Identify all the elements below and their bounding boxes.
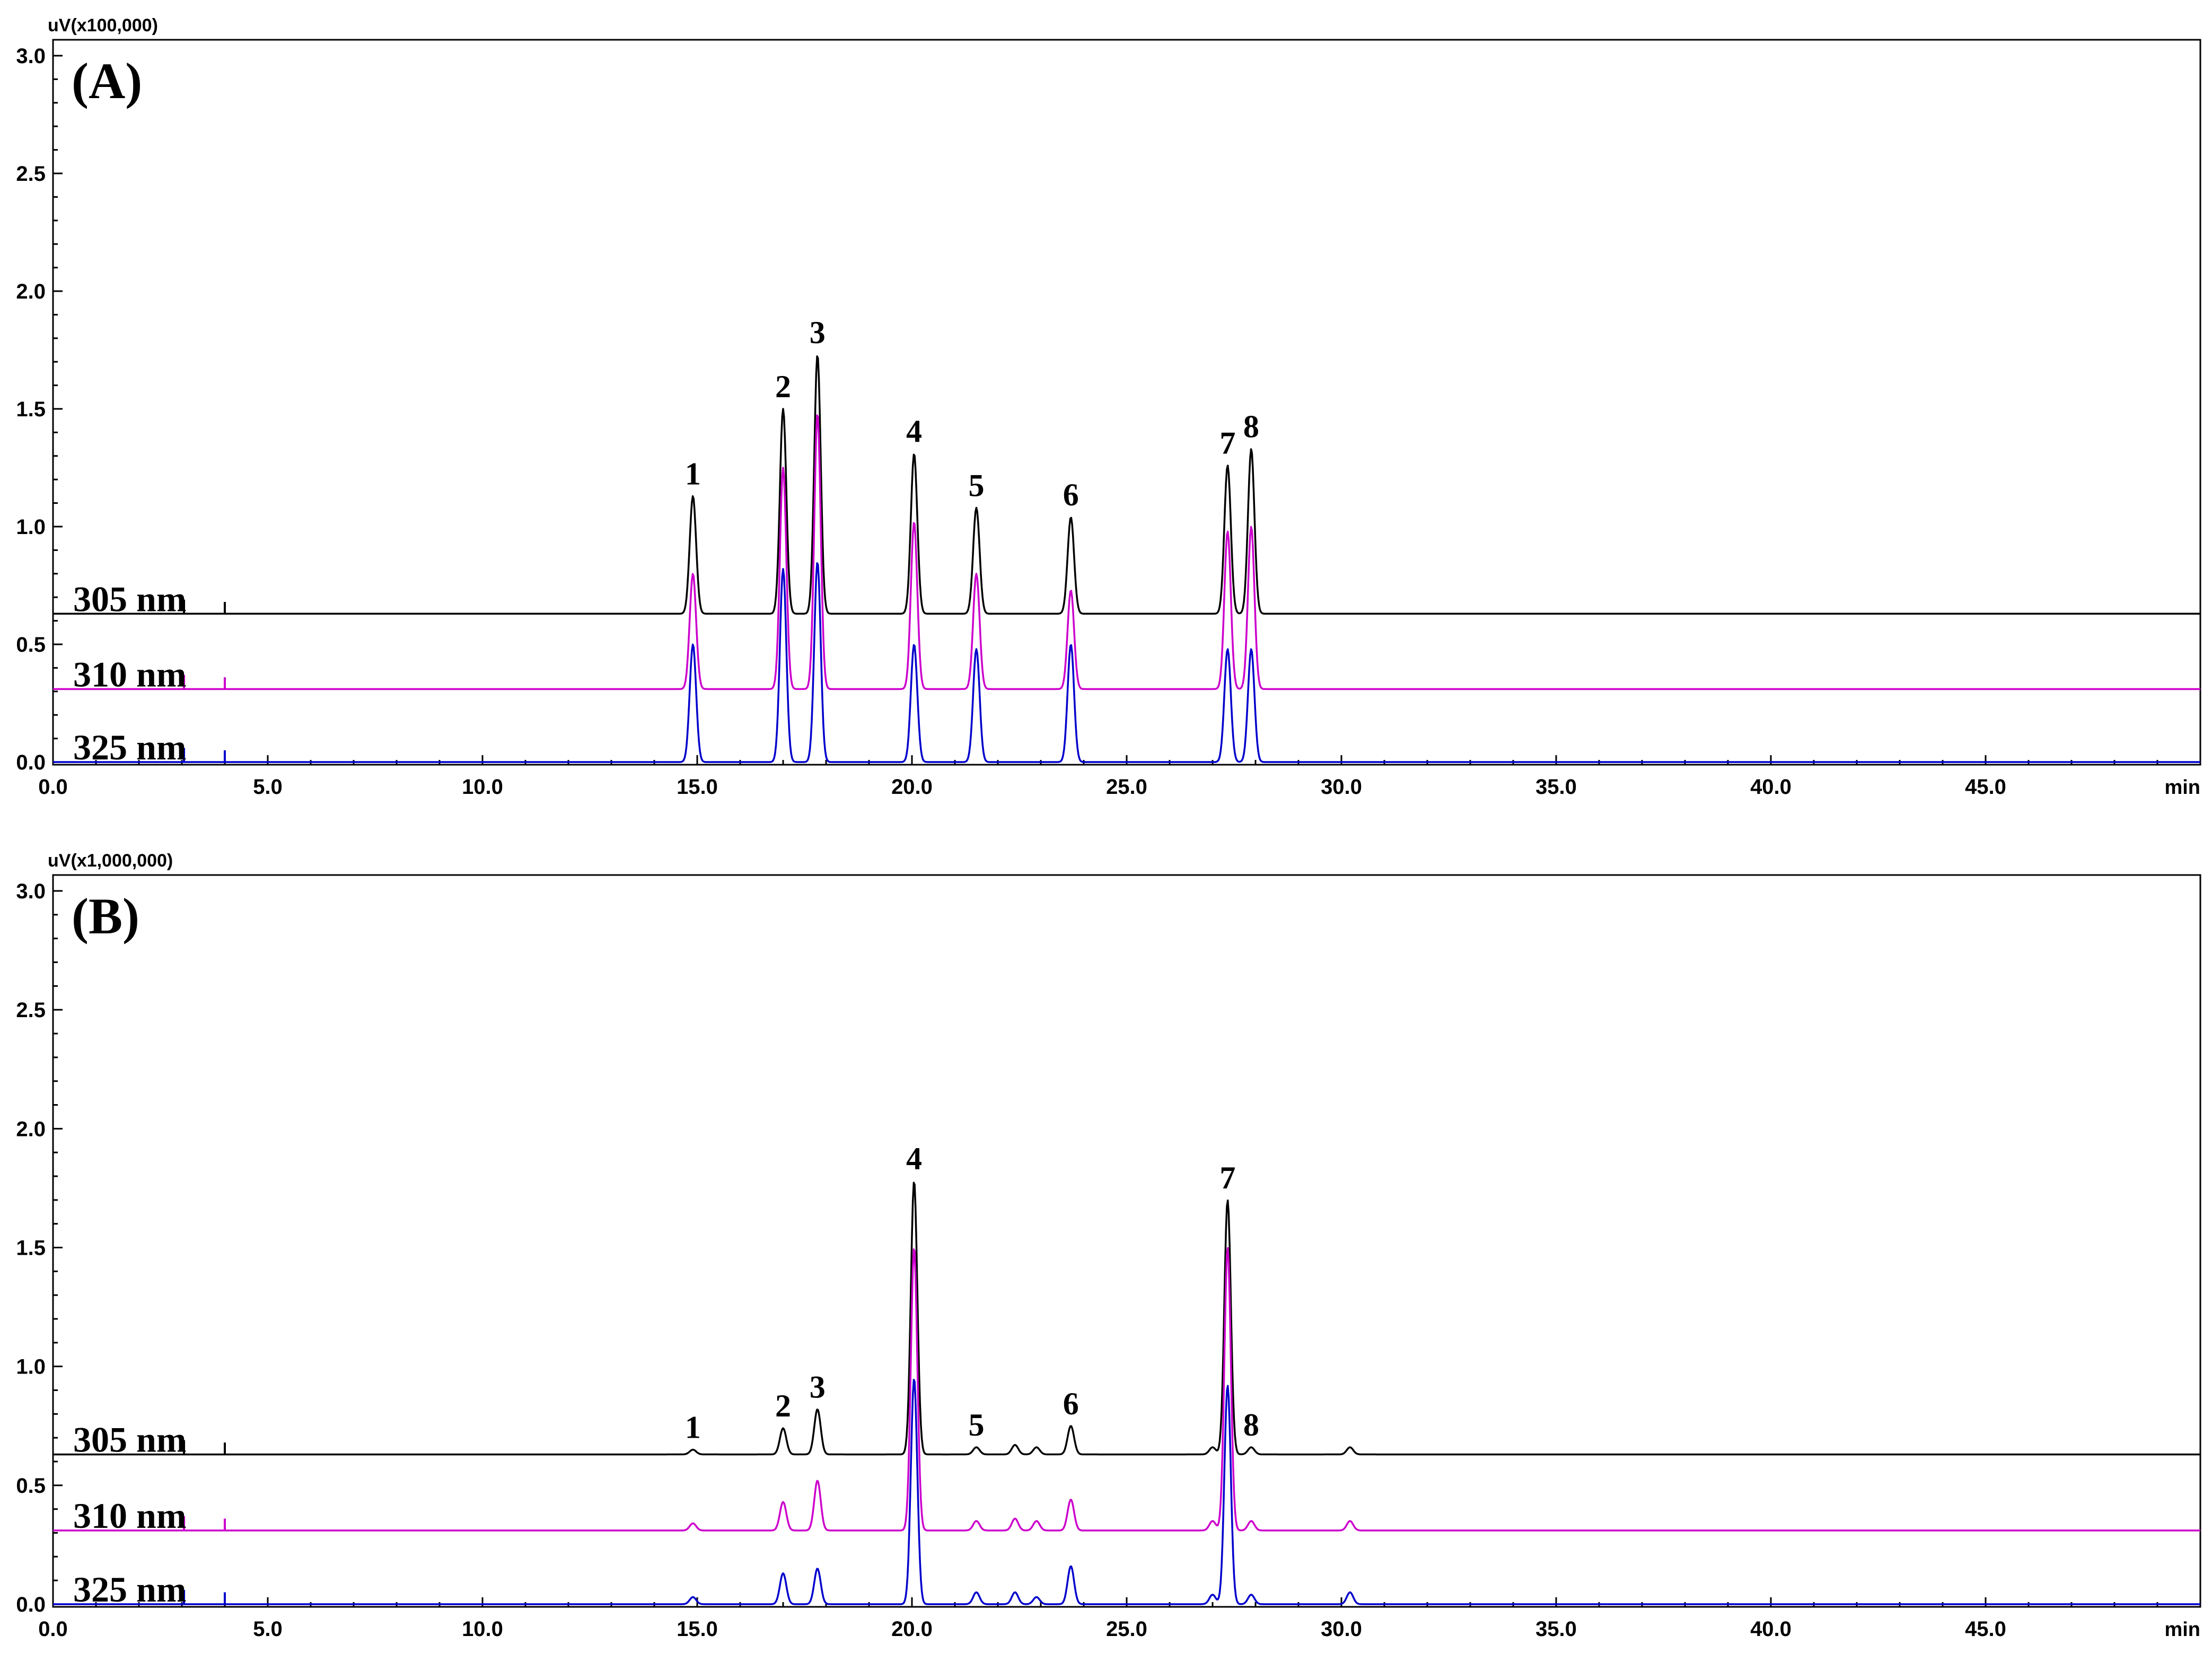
peak-number-label: 2 xyxy=(775,369,791,404)
trace-325-nm xyxy=(52,562,2201,763)
trace-305-nm xyxy=(52,1182,2201,1456)
y-tick-label: 3.0 xyxy=(16,880,46,903)
peak-number-label: 3 xyxy=(810,1369,826,1404)
peak-number-label: 1 xyxy=(685,456,701,491)
x-tick-label: 5.0 xyxy=(253,1617,283,1641)
peak-number-label: 1 xyxy=(685,1410,701,1445)
y-tick-label: 1.0 xyxy=(16,1355,46,1379)
x-tick-label: 20.0 xyxy=(891,775,933,799)
x-tick-label: 10.0 xyxy=(462,775,503,799)
peak-number-label: 6 xyxy=(1063,477,1079,512)
x-tick-label: 0.0 xyxy=(38,775,68,799)
x-tick-label: 25.0 xyxy=(1106,775,1147,799)
trace-label: 305 nm xyxy=(73,1420,186,1460)
x-tick-label: 35.0 xyxy=(1535,1617,1577,1641)
y-unit-label: uV(x100,000) xyxy=(48,15,158,36)
chart-panel-b: uV(x1,000,000) 0.0 0.5 1.0 1.5 2.0 2.5 3.0 0.0 5.… xyxy=(16,851,2201,1641)
plot-frame xyxy=(52,39,2201,766)
chart-panel-a: uV(x100,000) 0.0 0.5 1.0 1.5 2.0 2.5 3.0 0.0 5.0 1… xyxy=(16,15,2201,799)
peak-number-label: 8 xyxy=(1243,1407,1259,1442)
peak-number-label: 4 xyxy=(906,1141,922,1176)
peak-number-label: 7 xyxy=(1219,1160,1235,1195)
y-tick-label: 3.0 xyxy=(16,45,46,68)
trace-label: 310 nm xyxy=(73,1495,186,1536)
panel-label: (B) xyxy=(72,888,139,944)
x-tick-label: 0.0 xyxy=(38,1617,68,1641)
x-tick-label: 45.0 xyxy=(1965,1617,2006,1641)
y-tick-label: 2.5 xyxy=(16,162,46,186)
y-tick-label: 0.5 xyxy=(16,633,46,657)
y-tick-label: 2.0 xyxy=(16,1117,46,1141)
plot-frame xyxy=(52,874,2201,1608)
y-tick-label: 2.0 xyxy=(16,280,46,303)
x-axis-unit: min xyxy=(2164,776,2200,799)
trace-305-nm xyxy=(52,355,2201,615)
trace-label: 310 nm xyxy=(73,654,186,694)
panel-label: (A) xyxy=(72,53,142,109)
x-tick-label: 15.0 xyxy=(677,775,718,799)
trace-310-nm xyxy=(52,1247,2201,1532)
x-tick-label: 40.0 xyxy=(1750,775,1792,799)
x-tick-label: 20.0 xyxy=(891,1617,933,1641)
trace-310-nm xyxy=(52,414,2201,690)
x-tick-label: 25.0 xyxy=(1106,1617,1147,1641)
y-tick-label: 1.5 xyxy=(16,398,46,421)
trace-325-nm xyxy=(52,1378,2201,1605)
y-tick-label: 0.0 xyxy=(16,751,46,774)
trace-label: 325 nm xyxy=(73,727,186,767)
x-tick-label: 45.0 xyxy=(1965,775,2006,799)
x-tick-label: 5.0 xyxy=(253,775,283,799)
x-tick-label: 10.0 xyxy=(462,1617,503,1641)
peak-number-label: 7 xyxy=(1219,426,1235,461)
y-tick-label: 0.0 xyxy=(16,1593,46,1616)
x-tick-label: 30.0 xyxy=(1321,1617,1362,1641)
x-axis-unit: min xyxy=(2164,1619,2200,1641)
peak-number-label: 6 xyxy=(1063,1386,1079,1421)
x-tick-label: 35.0 xyxy=(1535,775,1577,799)
peak-number-label: 8 xyxy=(1243,409,1259,444)
peak-number-label: 3 xyxy=(810,315,826,350)
y-unit-label: uV(x1,000,000) xyxy=(48,851,173,871)
x-tick-label: 30.0 xyxy=(1321,775,1362,799)
trace-label: 305 nm xyxy=(73,579,186,619)
peak-number-label: 5 xyxy=(969,1407,985,1442)
trace-label: 325 nm xyxy=(73,1569,186,1609)
peak-number-label: 4 xyxy=(906,414,922,449)
y-tick-label: 0.5 xyxy=(16,1474,46,1498)
y-tick-label: 2.5 xyxy=(16,999,46,1022)
y-tick-label: 1.0 xyxy=(16,515,46,539)
peak-number-label: 5 xyxy=(969,468,985,503)
y-tick-label: 1.5 xyxy=(16,1237,46,1260)
x-tick-label: 15.0 xyxy=(677,1617,718,1641)
peak-number-label: 2 xyxy=(775,1388,791,1423)
x-tick-label: 40.0 xyxy=(1750,1617,1792,1641)
